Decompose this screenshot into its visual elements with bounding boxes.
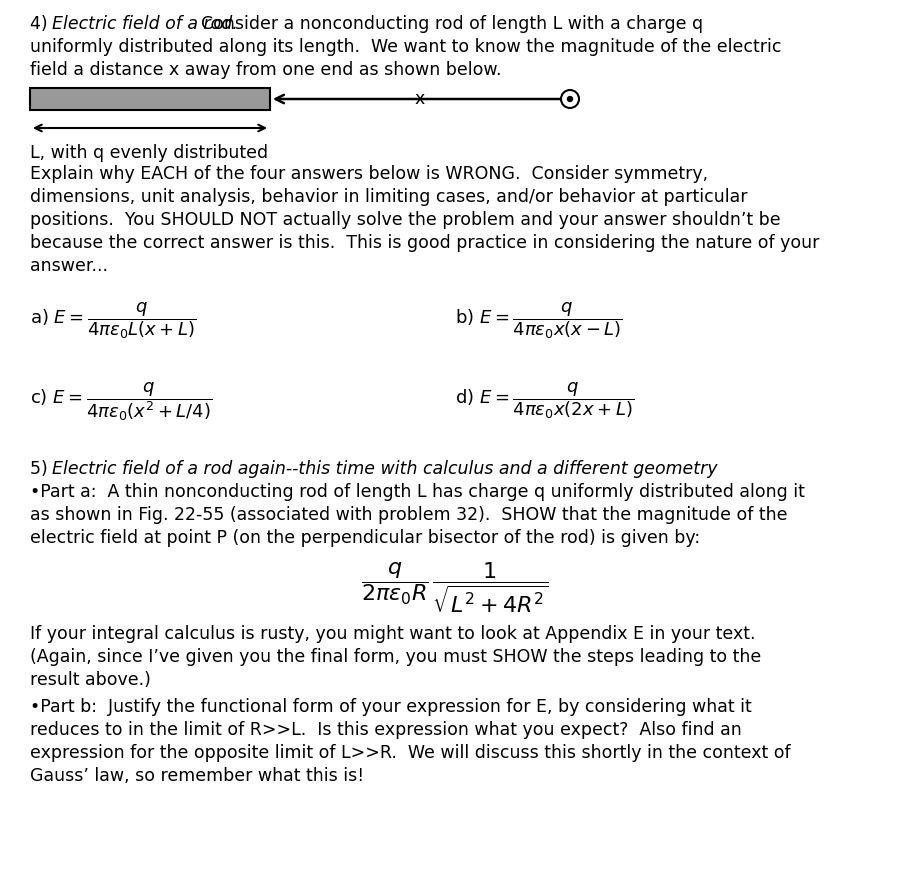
Text: x: x <box>415 90 425 108</box>
Text: 4): 4) <box>30 15 53 33</box>
Text: a) $\mathit{E} = \dfrac{q}{4\pi\varepsilon_0 L(x+L)}$: a) $\mathit{E} = \dfrac{q}{4\pi\varepsil… <box>30 300 197 341</box>
Text: result above.): result above.) <box>30 671 151 689</box>
Circle shape <box>561 90 579 108</box>
Text: Consider a nonconducting rod of length L with a charge q: Consider a nonconducting rod of length L… <box>190 15 703 33</box>
Text: •Part b:  Justify the functional form of your expression for E, by considering w: •Part b: Justify the functional form of … <box>30 698 752 716</box>
Text: electric field at point P (on the perpendicular bisector of the rod) is given by: electric field at point P (on the perpen… <box>30 529 700 547</box>
Text: If your integral calculus is rusty, you might want to look at Appendix E in your: If your integral calculus is rusty, you … <box>30 625 755 643</box>
Text: Explain why EACH of the four answers below is WRONG.  Consider symmetry,: Explain why EACH of the four answers bel… <box>30 165 708 183</box>
Text: Electric field of a rod again--this time with calculus and a different geometry: Electric field of a rod again--this time… <box>52 460 717 478</box>
Text: reduces to in the limit of R>>L.  Is this expression what you expect?  Also find: reduces to in the limit of R>>L. Is this… <box>30 721 742 739</box>
Text: d) $\mathit{E} = \dfrac{q}{4\pi\varepsilon_0 x(2x+L)}$: d) $\mathit{E} = \dfrac{q}{4\pi\varepsil… <box>455 380 634 420</box>
Text: expression for the opposite limit of L>>R.  We will discuss this shortly in the : expression for the opposite limit of L>>… <box>30 744 791 762</box>
Text: as shown in Fig. 22-55 (associated with problem 32).  SHOW that the magnitude of: as shown in Fig. 22-55 (associated with … <box>30 506 787 524</box>
Text: Electric field of a rod.: Electric field of a rod. <box>52 15 238 33</box>
Text: Gauss’ law, so remember what this is!: Gauss’ law, so remember what this is! <box>30 767 364 785</box>
Circle shape <box>568 97 572 101</box>
Text: •Part a:  A thin nonconducting rod of length L has charge q uniformly distribute: •Part a: A thin nonconducting rod of len… <box>30 483 804 501</box>
Text: L, with q evenly distributed: L, with q evenly distributed <box>30 144 268 162</box>
Text: (Again, since I’ve given you the final form, you must SHOW the steps leading to : (Again, since I’ve given you the final f… <box>30 648 762 666</box>
Text: field a distance x away from one end as shown below.: field a distance x away from one end as … <box>30 61 501 79</box>
Bar <box>30 88 270 110</box>
Text: 5): 5) <box>30 460 54 478</box>
Text: c) $\mathit{E} = \dfrac{q}{4\pi\varepsilon_0 (x^2+L/4)}$: c) $\mathit{E} = \dfrac{q}{4\pi\varepsil… <box>30 380 212 423</box>
Text: because the correct answer is this.  This is good practice in considering the na: because the correct answer is this. This… <box>30 234 819 252</box>
Text: b) $\mathit{E} = \dfrac{q}{4\pi\varepsilon_0 x(x-L)}$: b) $\mathit{E} = \dfrac{q}{4\pi\varepsil… <box>455 300 622 341</box>
Text: dimensions, unit analysis, behavior in limiting cases, and/or behavior at partic: dimensions, unit analysis, behavior in l… <box>30 188 747 206</box>
Text: answer...: answer... <box>30 257 108 275</box>
Text: uniformly distributed along its length.  We want to know the magnitude of the el: uniformly distributed along its length. … <box>30 38 782 56</box>
Text: positions.  You SHOULD NOT actually solve the problem and your answer shouldn’t : positions. You SHOULD NOT actually solve… <box>30 211 781 229</box>
Text: $\dfrac{q}{2\pi\varepsilon_0 R}\,\dfrac{1}{\sqrt{L^2+4R^2}}$: $\dfrac{q}{2\pi\varepsilon_0 R}\,\dfrac{… <box>361 560 549 615</box>
